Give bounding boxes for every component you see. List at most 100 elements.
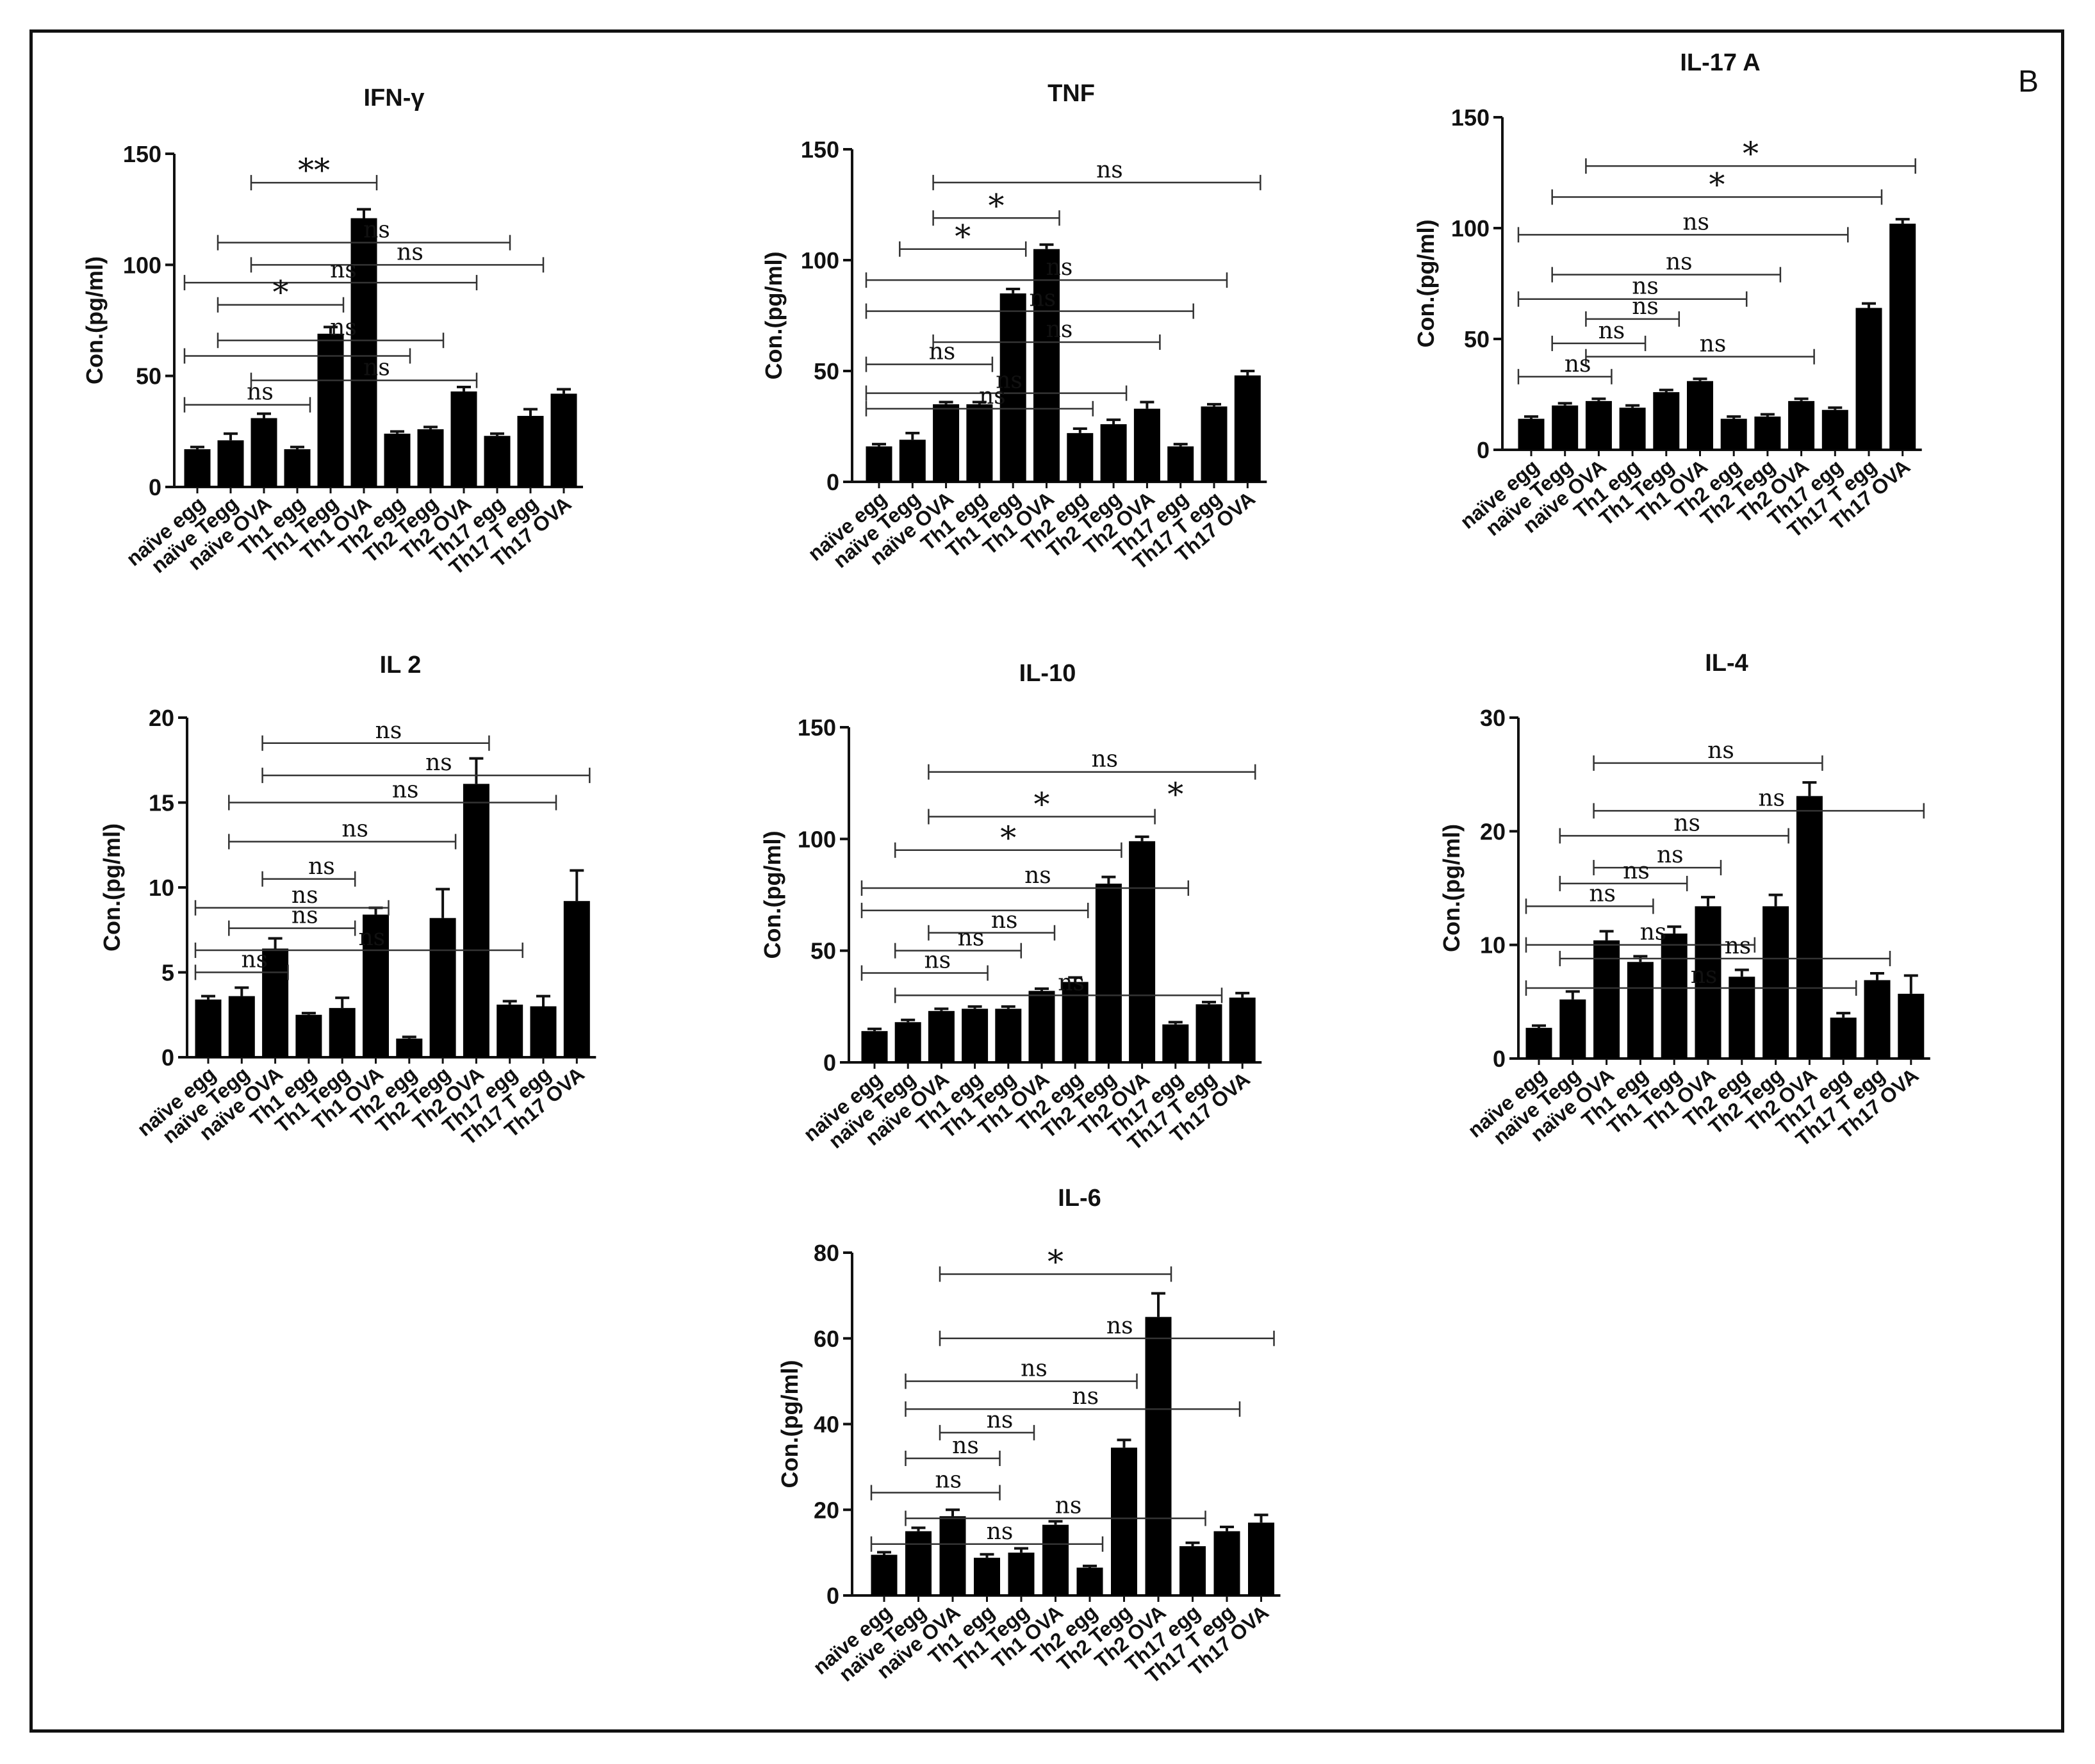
bar (974, 1558, 1000, 1595)
bar (966, 404, 993, 482)
bar (1552, 405, 1579, 450)
bar (999, 293, 1026, 482)
bar (363, 914, 389, 1057)
bar (262, 948, 289, 1057)
bar (894, 1022, 921, 1062)
bar (899, 440, 926, 482)
bar (1201, 406, 1228, 482)
sig-label: ns (1055, 1493, 1082, 1519)
bar (1179, 1546, 1206, 1595)
bar (484, 436, 511, 487)
y-tick-label: 20 (814, 1497, 839, 1523)
y-tick-label: 20 (149, 705, 174, 731)
chart-title: IL-6 (1058, 1185, 1101, 1212)
chart-title: IL 2 (380, 652, 422, 679)
bar (1095, 884, 1122, 1062)
chart-title: IL-17 A (1680, 49, 1760, 76)
sig-label: ns (979, 383, 1006, 409)
bar (1234, 375, 1261, 482)
bar (550, 393, 577, 487)
bar (350, 218, 377, 487)
bar (1145, 1317, 1172, 1595)
bar (384, 433, 411, 487)
y-axis-label: Con.(pg/ml) (81, 256, 108, 384)
y-tick-label: 10 (1480, 932, 1506, 959)
sig-label: ns (375, 718, 402, 744)
sig-label: * (955, 218, 971, 256)
bar (995, 1009, 1022, 1062)
bar (517, 416, 544, 487)
chart-title: TNF (1048, 80, 1095, 107)
bar (962, 1009, 989, 1062)
sig-label: ns (1758, 785, 1785, 811)
sig-label: ns (1700, 331, 1727, 358)
bar (1864, 980, 1891, 1059)
y-tick-label: 150 (1451, 104, 1490, 131)
sig-label: ns (1046, 254, 1073, 281)
sig-label: ns (952, 1433, 979, 1459)
bar (329, 1008, 356, 1057)
bar (1898, 993, 1925, 1059)
sig-label: ns (1072, 1383, 1099, 1410)
sig-label: * (1034, 786, 1050, 823)
sig-label: * (989, 187, 1005, 224)
sig-label: ns (1565, 351, 1591, 377)
sig-label: ns (363, 355, 390, 381)
bar (1788, 400, 1815, 450)
y-axis-label: Con.(pg/ml) (776, 1360, 803, 1488)
bar (463, 784, 489, 1057)
y-tick-label: 0 (1477, 437, 1490, 463)
y-axis-label: Con.(pg/ml) (760, 252, 787, 380)
bar (217, 440, 244, 487)
chart-title: IL-10 (1019, 660, 1076, 687)
sig-label: ns (1058, 969, 1085, 996)
y-tick-label: 5 (161, 960, 174, 986)
bar (905, 1531, 932, 1595)
y-tick-label: 100 (798, 826, 836, 852)
bar (497, 1004, 523, 1057)
sig-label: ns (991, 907, 1018, 934)
bar (228, 996, 255, 1057)
bar (1042, 1524, 1069, 1595)
y-tick-label: 0 (161, 1044, 174, 1071)
sig-label: ns (935, 1467, 962, 1494)
sig-label: ns (241, 947, 268, 973)
sig-label: ns (987, 1407, 1014, 1433)
bar (563, 901, 590, 1057)
bar (861, 1031, 888, 1062)
sig-label: ns (987, 1519, 1014, 1545)
y-tick-label: 20 (1480, 818, 1506, 845)
bar (1821, 409, 1848, 450)
bar (317, 333, 344, 487)
sig-label: ns (341, 816, 368, 842)
sig-label: ns (363, 217, 390, 243)
bar (450, 391, 477, 487)
sig-label: * (1048, 1243, 1064, 1280)
sig-label: ns (924, 948, 951, 974)
sig-label: ns (425, 750, 452, 776)
bar (1695, 906, 1721, 1059)
bar (1754, 416, 1781, 450)
bar (866, 446, 892, 482)
bar (1619, 408, 1646, 450)
bar (1129, 841, 1156, 1062)
y-tick-label: 50 (1464, 326, 1490, 352)
sig-label: ns (1106, 1313, 1133, 1339)
y-tick-label: 60 (814, 1326, 839, 1352)
bar (1653, 392, 1680, 450)
sig-label: ns (397, 239, 423, 265)
bar (1889, 224, 1916, 450)
y-tick-label: 40 (814, 1412, 839, 1438)
bar (1762, 906, 1789, 1059)
bar (1008, 1553, 1035, 1595)
bar (871, 1554, 898, 1595)
sig-label: ns (1691, 962, 1718, 989)
y-tick-label: 0 (149, 474, 161, 500)
